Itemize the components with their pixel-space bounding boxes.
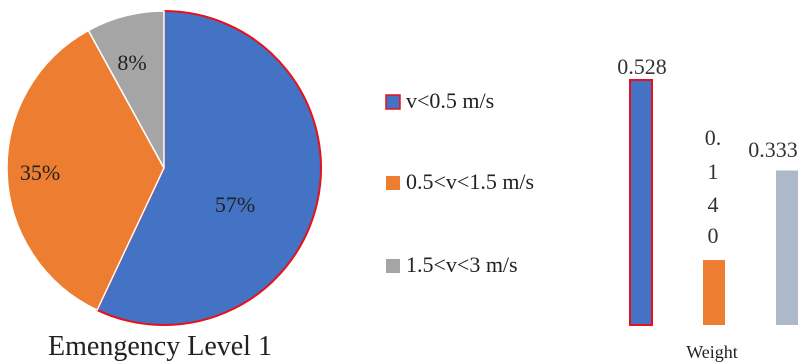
pie-slice-label-3: 8% <box>117 50 146 75</box>
pie-slice-3 <box>87 10 165 169</box>
legend-label-2: 0.5<v<1.5 m/s <box>406 169 534 194</box>
bar-chart: 0.528 0. 1 4 0 0.333 <box>617 54 798 326</box>
pie-slice-label-1: 57% <box>215 192 255 217</box>
bar-x-axis-label: Weight <box>686 342 738 362</box>
legend-item-3: 1.5<v<3 m/s <box>386 252 518 277</box>
pie-chart <box>6 9 322 326</box>
legend-swatch-2 <box>386 176 400 190</box>
bar-value-label-1: 0.528 <box>617 54 667 79</box>
legend-label-3: 1.5<v<3 m/s <box>406 252 518 277</box>
bar-3 <box>776 170 798 325</box>
bar-value-label-2: 0. 1 4 0 <box>705 125 722 248</box>
legend-swatch-3 <box>386 259 400 273</box>
legend-swatch-1 <box>385 94 401 110</box>
legend: v<0.5 m/s 0.5<v<1.5 m/s 1.5<v<3 m/s <box>385 88 534 277</box>
pie-slice-2 <box>6 29 165 312</box>
bar-1 <box>629 79 653 326</box>
legend-item-2: 0.5<v<1.5 m/s <box>386 169 534 194</box>
bar-2 <box>703 260 725 325</box>
pie-slice-label-2: 35% <box>20 160 60 185</box>
legend-item-1: v<0.5 m/s <box>385 88 494 113</box>
legend-label-1: v<0.5 m/s <box>406 88 494 113</box>
bar-value-label-3: 0.333 <box>748 137 798 162</box>
pie-slice-1 <box>95 9 322 326</box>
pie-labels: 57% 35% 8% <box>20 50 255 217</box>
pie-title: Emengency Level 1 <box>48 331 272 362</box>
